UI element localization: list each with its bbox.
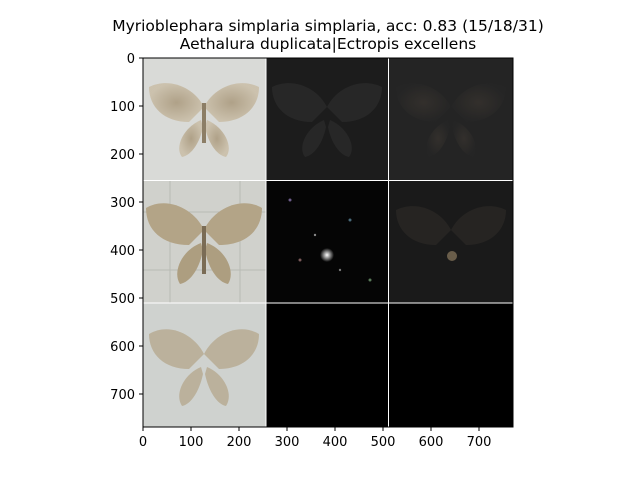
x-tick-label: 100: [179, 435, 204, 450]
y-tick-label: 700: [110, 388, 135, 403]
tile-r3-c3-empty-black: [389, 303, 513, 427]
y-tick-label: 500: [110, 292, 135, 307]
figure-title-line-1: Myrioblephara simplaria simplaria, acc: …: [112, 17, 544, 35]
figure-title-line-2: Aethalura duplicata|Ectropis excellens: [179, 35, 477, 53]
y-tick-label: 100: [110, 100, 135, 115]
tile-r3-c1-moth-reconstruction-blurred: [143, 303, 266, 427]
x-tick-label: 200: [227, 435, 252, 450]
y-tick-label: 200: [110, 148, 135, 163]
x-tick-label: 600: [419, 435, 444, 450]
x-axis: 0 100 200 300 400 500 600 700: [139, 427, 492, 450]
tile-r1-c1-moth-original: [143, 58, 266, 180]
tile-r2-c3-saliency-overlay-dark: [389, 181, 513, 303]
x-tick-label: 700: [467, 435, 492, 450]
tile-r3-c2-empty-black: [266, 303, 388, 427]
y-tick-label: 400: [110, 244, 135, 259]
y-tick-label: 600: [110, 340, 135, 355]
y-axis: 0 100 200 300 400 500 600 700: [110, 52, 143, 403]
tile-r2-c1-moth-original-sharp: [143, 181, 266, 303]
x-tick-label: 500: [371, 435, 396, 450]
tile-r2-c2-saliency-speckled: [266, 181, 388, 303]
x-tick-label: 400: [323, 435, 348, 450]
tile-r1-c3-saliency-overlay: [389, 58, 513, 180]
tile-r1-c2-saliency-map: [266, 58, 388, 180]
axes-frame: [142, 57, 514, 428]
y-tick-label: 300: [110, 196, 135, 211]
x-tick-label: 300: [275, 435, 300, 450]
x-tick-label: 0: [139, 435, 147, 450]
y-tick-label: 0: [127, 52, 135, 67]
